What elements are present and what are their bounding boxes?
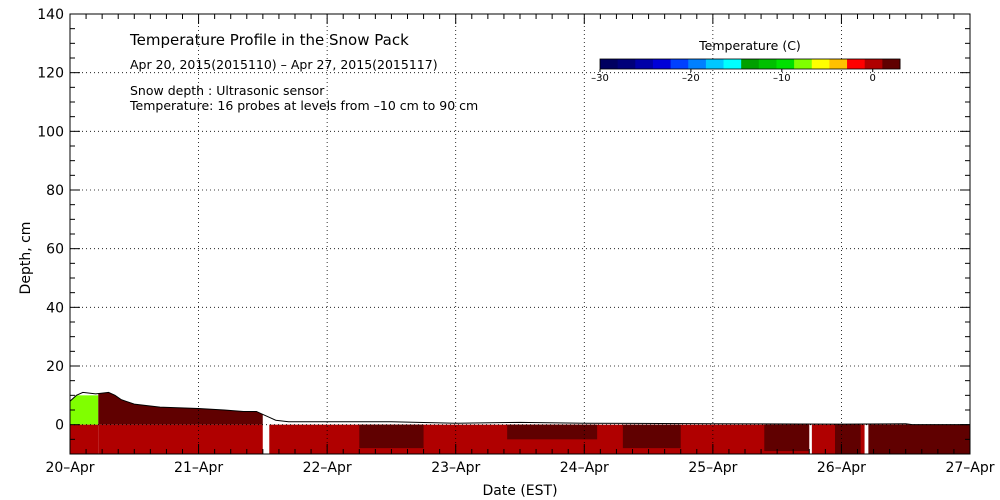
x-tick-label: 23–Apr: [431, 460, 480, 476]
x-axis-label: Date (EST): [482, 483, 557, 499]
colorbar-tick-label: –10: [773, 73, 791, 84]
y-tick-label: 20: [46, 359, 64, 375]
chart-title: Temperature Profile in the Snow Pack: [129, 31, 409, 49]
colorbar-tick-label: –20: [682, 73, 700, 84]
x-tick-label: 21–Apr: [174, 460, 223, 476]
colorbar-swatch: [617, 59, 636, 69]
heatmap-cell: [507, 424, 598, 440]
axis-ticks: 0 20 40 60 80 100 120 140 20–Apr 21–Apr 22–Apr 23–A…: [37, 7, 994, 476]
colorbar-swatch: [670, 59, 689, 69]
heatmap-cell: [864, 424, 869, 454]
colorbar-swatch: [794, 59, 813, 69]
x-tick-label: 20–Apr: [45, 460, 94, 476]
colorbar-swatch: [829, 59, 848, 69]
heatmap-cell: [868, 424, 970, 454]
colorbar-frame: [599, 58, 901, 70]
colorbar-swatch: [882, 59, 901, 69]
colorbar-tick-label: –30: [591, 73, 609, 84]
heatmap-cell: [764, 424, 810, 452]
y-tick-label: 120: [37, 66, 64, 82]
y-tick-label: 40: [46, 300, 64, 316]
colorbar-swatch: [600, 59, 619, 69]
note-snow-depth: Snow depth : Ultrasonic sensor: [130, 83, 325, 98]
colorbar-swatch: [652, 59, 672, 69]
heatmap-cell: [809, 424, 812, 454]
colorbar-swatch: [864, 59, 883, 69]
y-tick-label: 60: [46, 242, 64, 258]
y-tick-label: 0: [55, 418, 64, 434]
colorbar-tick-label: 0: [870, 73, 876, 84]
colorbar-swatch: [635, 59, 654, 69]
chart-subtitle: Apr 20, 2015(2015110) – Apr 27, 2015(201…: [130, 57, 438, 72]
snow-surface-mask: [70, 14, 970, 425]
note-temperature-probes: Temperature: 16 probes at levels from –1…: [129, 98, 478, 113]
colorbar-swatch: [847, 59, 866, 69]
heatmap-cell: [359, 424, 424, 449]
heatmap-cell: [835, 424, 861, 454]
y-tick-label: 140: [37, 7, 64, 23]
colorbar-swatch: [776, 59, 795, 69]
temperature-heatmap: [70, 392, 970, 454]
x-tick-label: 24–Apr: [560, 460, 609, 476]
x-tick-label: 27–Apr: [945, 460, 994, 476]
gridlines: [70, 14, 970, 454]
heatmap-cell: [622, 424, 681, 449]
snow-depth-line: [70, 391, 970, 426]
colorbar-label: Temperature (C): [698, 38, 801, 53]
heatmap-cell: [98, 424, 263, 454]
y-axis-label: Depth, cm: [18, 222, 34, 295]
colorbar-swatch: [741, 59, 760, 69]
colorbar: –30 –20 –10 0: [591, 58, 901, 84]
x-tick-label: 22–Apr: [303, 460, 352, 476]
colorbar-swatch: [758, 59, 777, 69]
colorbar-swatch: [688, 59, 707, 69]
colorbar-swatch: [705, 59, 725, 69]
y-tick-label: 80: [46, 183, 64, 199]
y-tick-label: 100: [37, 124, 64, 140]
colorbar-swatch: [811, 59, 830, 69]
colorbar-swatch: [723, 59, 742, 69]
snow-surface-layer: [70, 14, 970, 426]
heatmap-cell: [262, 410, 270, 454]
x-tick-label: 26–Apr: [817, 460, 866, 476]
x-tick-label: 25–Apr: [688, 460, 737, 476]
